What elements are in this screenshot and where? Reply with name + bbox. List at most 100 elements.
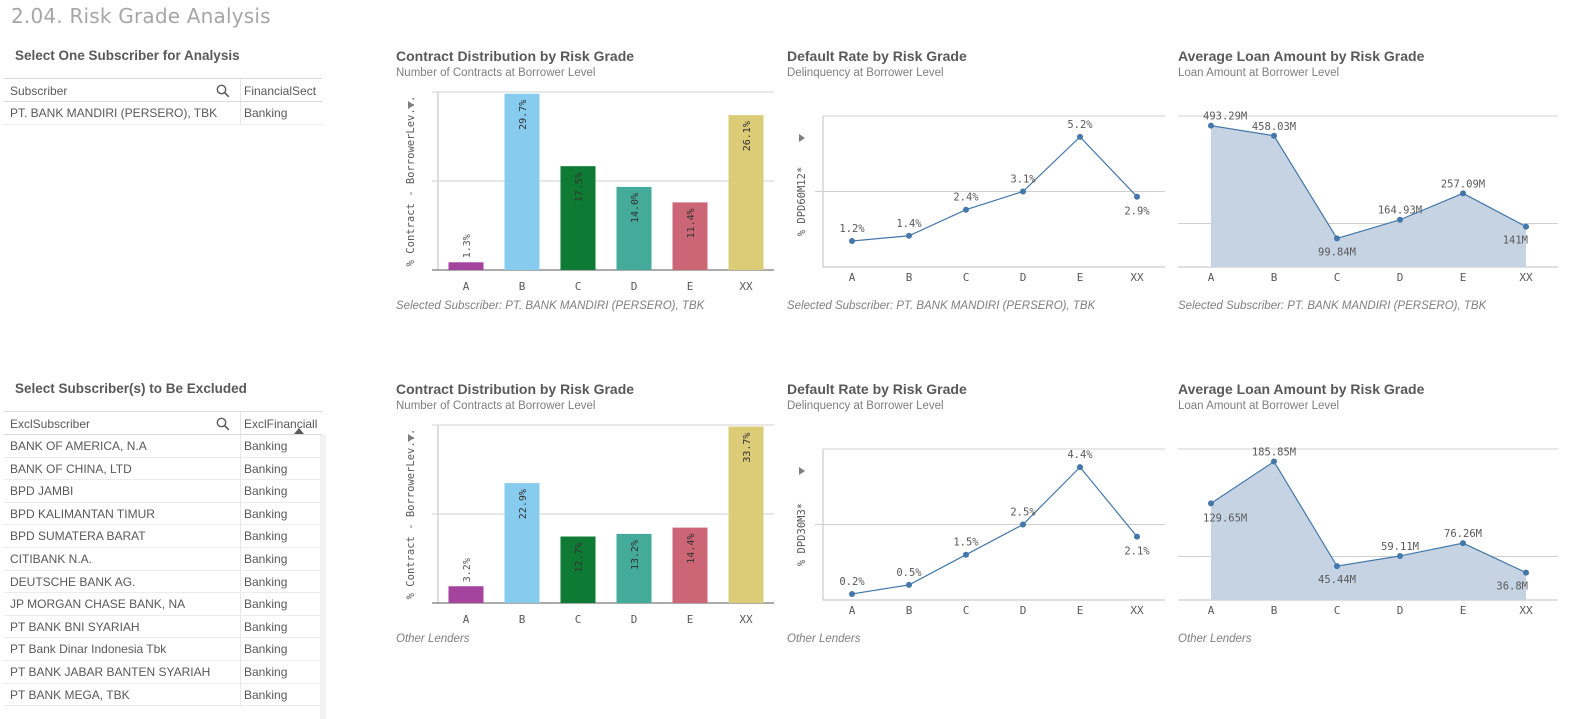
data-label: 2.1% xyxy=(1124,546,1150,558)
table-row[interactable]: BANK OF AMERICA, N.A Banking xyxy=(4,435,322,458)
bar[interactable] xyxy=(560,166,596,270)
data-point[interactable] xyxy=(1077,464,1083,471)
x-tick-label: A xyxy=(463,613,470,626)
chart-footer: Selected Subscriber: PT. BANK MANDIRI (P… xyxy=(1178,300,1487,312)
data-point[interactable] xyxy=(1523,569,1529,576)
data-point[interactable] xyxy=(1397,552,1403,559)
data-point[interactable] xyxy=(1271,132,1277,139)
data-point[interactable] xyxy=(1460,190,1466,197)
subscriber-name: BPD SUMATERA BARAT xyxy=(10,529,146,544)
column-header-financial-sector[interactable]: FinancialSect xyxy=(244,84,317,98)
bar[interactable] xyxy=(616,186,652,270)
table-row[interactable]: PT. BANK MANDIRI (PERSERO), TBK Banking xyxy=(4,102,322,125)
column-divider xyxy=(240,570,241,593)
line-chart-default-rate[interactable]: % DPD30M3* 0.2% 0.5% 1.5% 2.5% 4.4% 2.1% A B C D E X… xyxy=(787,417,1171,627)
area-chart-average-loan[interactable]: 129.65M 185.85M 45.44M 59.11M 76.26M 36.8M A B C… xyxy=(1178,417,1562,627)
column-divider xyxy=(240,480,241,502)
table-row[interactable]: BANK OF CHINA, LTD Banking xyxy=(4,457,322,481)
data-point[interactable] xyxy=(1397,216,1403,223)
series-line[interactable] xyxy=(851,466,1138,595)
x-tick-label: D xyxy=(1020,604,1027,617)
data-label: 129.65M xyxy=(1203,512,1247,524)
column-header-excl-subscriber[interactable]: ExclSubscriber xyxy=(10,417,91,431)
x-tick-label: C xyxy=(575,280,582,293)
scrollbar-track[interactable] xyxy=(320,435,326,719)
expand-arrow-icon[interactable] xyxy=(799,134,805,142)
column-divider xyxy=(240,102,241,124)
x-tick-label: A xyxy=(1208,271,1215,284)
x-tick-label: C xyxy=(963,271,970,284)
line-chart-default-rate[interactable]: % DPD60M12* 1.2% 1.4% 2.4% 3.1% 5.2% 2.9% A B C D E… xyxy=(787,84,1171,294)
bar[interactable] xyxy=(728,426,764,603)
data-point[interactable] xyxy=(963,206,969,213)
chart-subtitle: Delinquency at Borrower Level xyxy=(787,400,944,412)
column-header-excl-financial[interactable]: ExclFinanciall xyxy=(244,417,318,431)
data-label: 26.1% xyxy=(742,121,753,151)
series-line[interactable] xyxy=(1210,460,1527,574)
data-label: 1.3% xyxy=(462,234,473,258)
data-point[interactable] xyxy=(1334,235,1340,242)
table-row[interactable]: BPD KALIMANTAN TIMUR Banking xyxy=(4,502,322,526)
search-icon[interactable] xyxy=(216,417,230,431)
data-point[interactable] xyxy=(1523,223,1529,230)
bar[interactable] xyxy=(504,93,540,270)
financial-sector: Banking xyxy=(244,642,288,657)
data-point[interactable] xyxy=(1334,563,1340,570)
data-label: 11.4% xyxy=(686,208,697,238)
table-row[interactable]: DEUTSCHE BANK AG. Banking xyxy=(4,570,322,594)
column-header-subscriber[interactable]: Subscriber xyxy=(10,84,68,98)
data-point[interactable] xyxy=(1134,193,1140,200)
selector2-title: Select Subscriber(s) to Be Excluded xyxy=(15,381,247,396)
bar[interactable] xyxy=(616,533,652,603)
subscriber-name: BANK OF AMERICA, N.A xyxy=(10,439,147,453)
data-label: 2.9% xyxy=(1124,206,1150,218)
search-icon[interactable] xyxy=(216,84,230,98)
data-point[interactable] xyxy=(1077,133,1083,140)
bar[interactable] xyxy=(560,536,596,603)
table-row[interactable]: PT BANK BNI SYARIAH Banking xyxy=(4,615,322,639)
data-point[interactable] xyxy=(849,237,855,244)
bar-chart-contract-distribution[interactable]: % Contract - BorrowerLev... 1.3% 29.7% 17.5… xyxy=(396,84,780,294)
bar-chart-contract-distribution[interactable]: % Contract - BorrowerLev... 3.2% 22.9% 12.7… xyxy=(396,417,780,627)
area-fill[interactable] xyxy=(1211,461,1526,600)
sort-ascending-icon[interactable] xyxy=(294,428,304,434)
data-point[interactable] xyxy=(849,590,855,597)
data-point[interactable] xyxy=(906,581,912,588)
series-line[interactable] xyxy=(1210,125,1527,240)
data-point[interactable] xyxy=(1020,521,1026,528)
bar[interactable] xyxy=(728,115,764,270)
area-chart-average-loan[interactable]: 493.29M 458.03M 99.84M 164.93M 257.09M 141M A B… xyxy=(1178,84,1562,294)
bar[interactable] xyxy=(448,586,484,603)
table-header: Subscriber FinancialSect xyxy=(4,78,322,102)
data-point[interactable] xyxy=(1208,122,1214,129)
bar[interactable] xyxy=(672,527,708,603)
data-point[interactable] xyxy=(1134,533,1140,540)
bar[interactable] xyxy=(448,262,484,270)
table-row[interactable]: BPD SUMATERA BARAT Banking xyxy=(4,525,322,548)
bar[interactable] xyxy=(504,483,540,603)
table-row[interactable]: PT BANK MEGA, TBK Banking xyxy=(4,683,322,707)
data-point[interactable] xyxy=(1208,500,1214,507)
table-row[interactable]: PT Bank Dinar Indonesia Tbk Banking xyxy=(4,638,322,661)
data-point[interactable] xyxy=(1271,458,1277,465)
bar[interactable] xyxy=(672,202,708,270)
data-point[interactable] xyxy=(1020,188,1026,195)
data-point[interactable] xyxy=(963,551,969,558)
column-divider xyxy=(240,525,241,547)
area-fill[interactable] xyxy=(1211,125,1526,267)
table-row[interactable]: CITIBANK N.A. Banking xyxy=(4,547,322,571)
table-row[interactable]: BPD JAMBI Banking xyxy=(4,480,322,503)
expand-arrow-icon[interactable] xyxy=(408,434,414,442)
subscriber-table: Subscriber FinancialSect PT. BANK MANDIR… xyxy=(4,78,322,125)
data-point[interactable] xyxy=(906,232,912,239)
chart-footer: Other Lenders xyxy=(787,633,861,645)
expand-arrow-icon[interactable] xyxy=(408,101,414,109)
data-label: 45.44M xyxy=(1318,574,1356,586)
x-tick-label: D xyxy=(1397,271,1404,284)
table-row[interactable]: JP MORGAN CHASE BANK, NA Banking xyxy=(4,593,322,616)
expand-arrow-icon[interactable] xyxy=(799,467,805,475)
series-line[interactable] xyxy=(851,135,1138,242)
table-row[interactable]: PT BANK JABAR BANTEN SYARIAH Banking xyxy=(4,660,322,684)
data-label: 0.2% xyxy=(839,576,865,588)
data-point[interactable] xyxy=(1460,540,1466,547)
